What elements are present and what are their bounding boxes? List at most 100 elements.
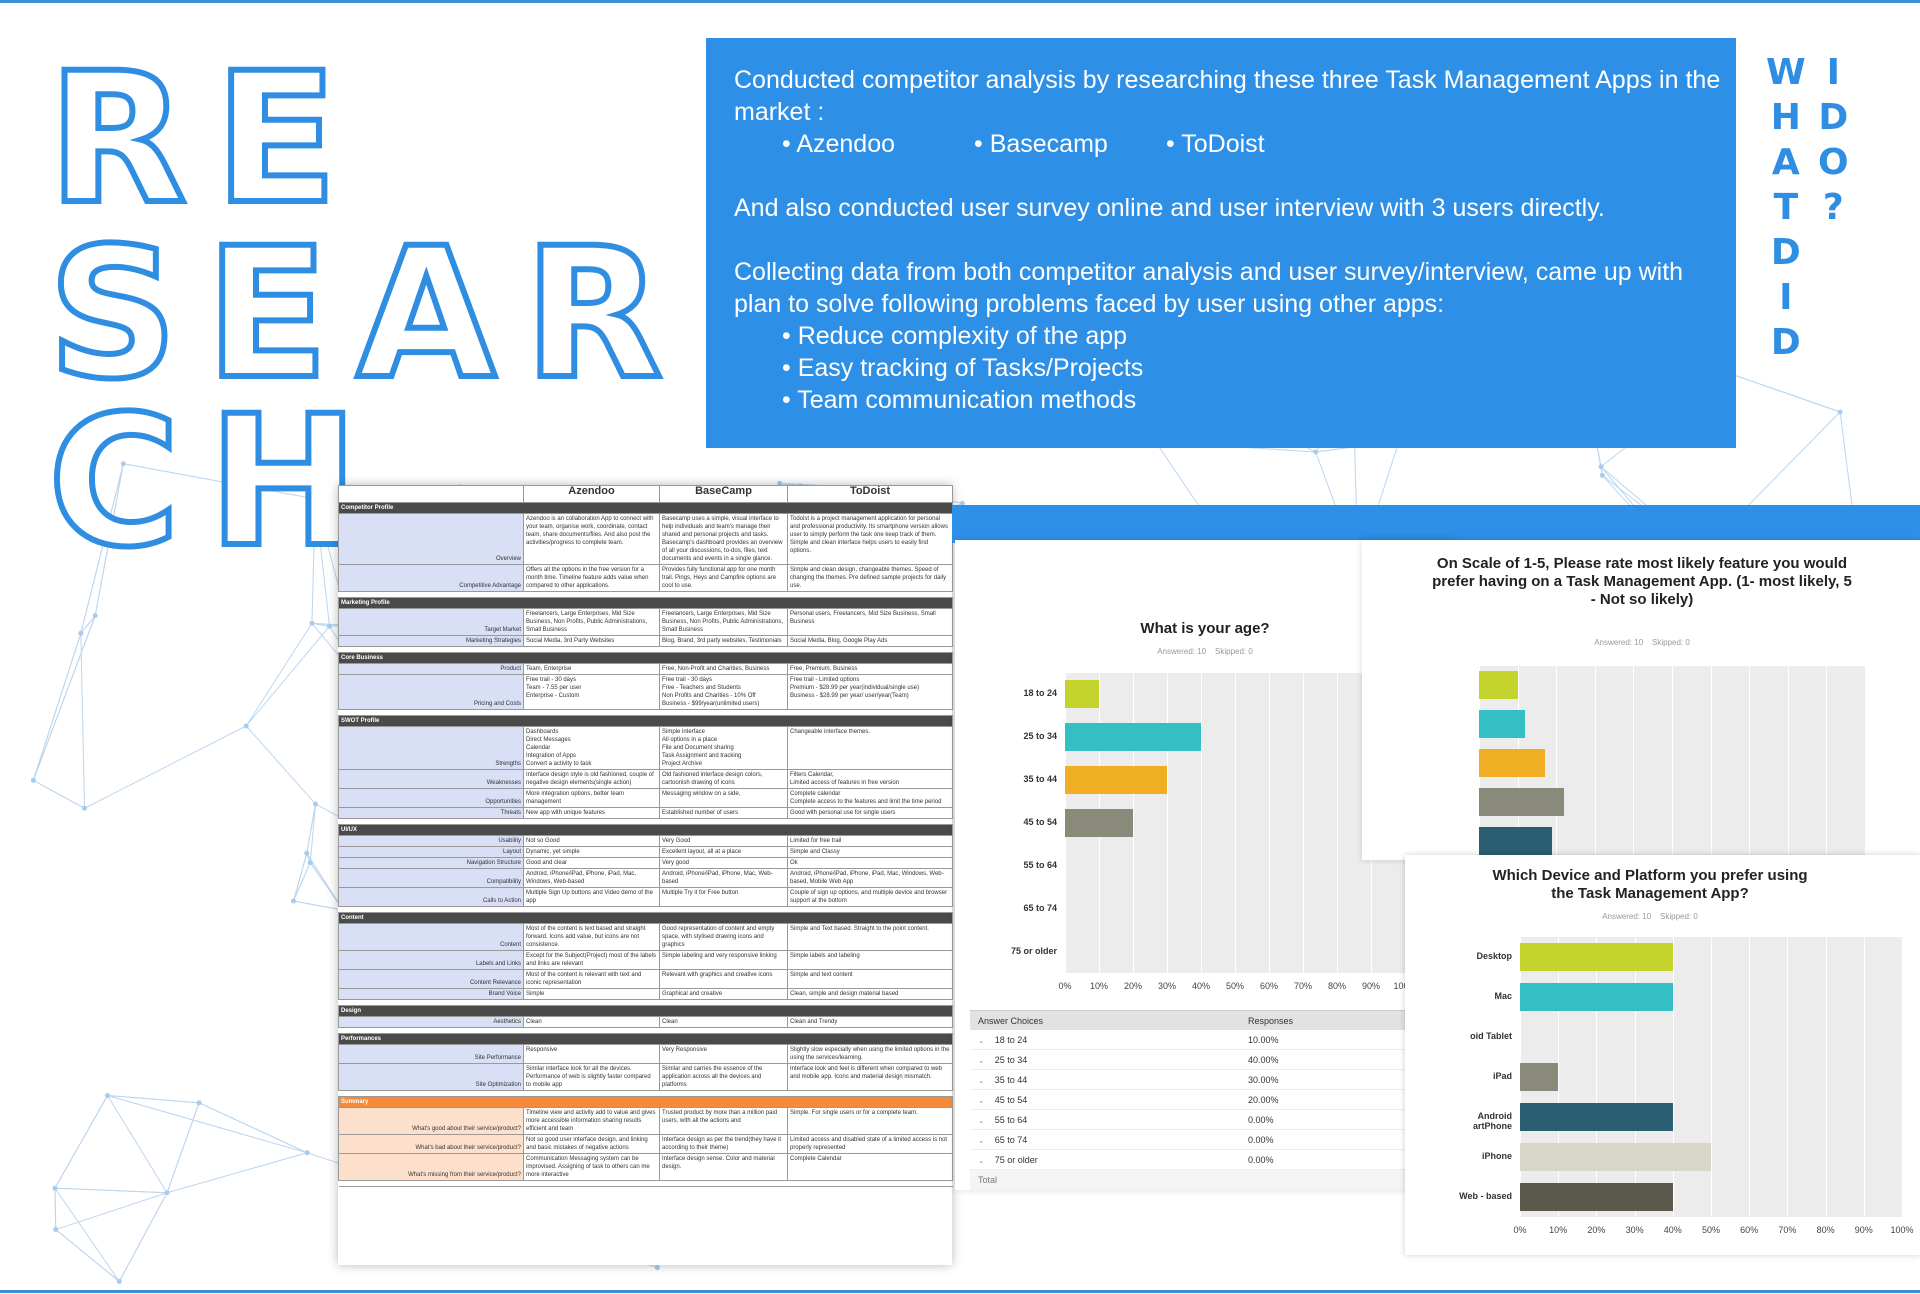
network-line xyxy=(311,498,316,624)
tick-label: 30% xyxy=(1625,1225,1644,1235)
network-line xyxy=(54,1187,120,1282)
chevron-down-icon[interactable]: ⌄ xyxy=(978,1075,985,1085)
answer-label: 18 to 24 xyxy=(994,1034,1028,1045)
table-cell: Very Good xyxy=(659,835,788,847)
row-label: Usability xyxy=(338,835,524,847)
chart-bar xyxy=(1065,680,1099,709)
network-node xyxy=(312,496,318,502)
network-node xyxy=(1313,449,1319,455)
table-cell: Clean xyxy=(523,1016,660,1028)
answer-label: 55 to 64 xyxy=(994,1114,1028,1125)
chart-bar xyxy=(1065,809,1133,837)
network-line xyxy=(32,615,96,781)
gridline xyxy=(1558,937,1560,1217)
response-percent: 0.00% xyxy=(1248,1134,1274,1145)
table-cell: Changeable interface themes. xyxy=(787,726,953,770)
app-item: • ToDoist xyxy=(1166,130,1265,158)
table-cell: Blog, Brand, 3rd party websites, Testimo… xyxy=(659,635,788,647)
tick-label: 70% xyxy=(1293,981,1313,991)
chart-bar xyxy=(1065,766,1167,795)
table-cell: Limited for free trail xyxy=(787,835,953,847)
row-label: What's missing from their service/produc… xyxy=(338,1153,524,1181)
chevron-down-icon[interactable]: ⌄ xyxy=(978,1135,985,1145)
table-cell: Simple and Text based. Straight to the p… xyxy=(787,923,953,951)
rating-chart-title: On Scale of 1-5, Please rate most likely… xyxy=(1432,555,1852,608)
category-label: Desktop xyxy=(1476,951,1512,961)
tick-label: 0% xyxy=(1513,1225,1527,1235)
chevron-down-icon[interactable]: ⌄ xyxy=(978,1035,985,1045)
network-line xyxy=(123,463,316,500)
row-label: Content Relevance xyxy=(338,969,524,989)
table-cell: Interface design style is old fashioned,… xyxy=(523,769,660,789)
network-node xyxy=(307,860,313,866)
network-line xyxy=(309,803,317,863)
table-cell: Social Media, Blog, Google Play Ads xyxy=(787,635,953,647)
network-node xyxy=(30,777,36,783)
table-cell: Not so Good xyxy=(523,835,660,847)
gridline xyxy=(1235,673,1236,973)
tick-label: 50% xyxy=(1701,1225,1721,1235)
chevron-down-icon[interactable]: ⌄ xyxy=(978,1115,985,1125)
gridline xyxy=(1865,666,1866,860)
tick-label: 90% xyxy=(1854,1225,1873,1235)
table-cell: Free trail - 30 days Free - Teachers and… xyxy=(659,674,788,710)
answered-count: Answered: 10 xyxy=(1602,912,1652,921)
row-label: Opportunities xyxy=(338,788,524,808)
table-cell: Dashboards Direct Messages Calendar Inte… xyxy=(523,726,660,770)
table-cell: Simple labels and labeling xyxy=(787,950,953,970)
chart-bar xyxy=(1520,1143,1711,1171)
table-cell: Offers all the options in the free versi… xyxy=(523,564,660,592)
network-line xyxy=(306,803,317,854)
section-title: Core Business xyxy=(338,652,953,664)
network-line xyxy=(1721,370,1841,413)
responses-header: Responses xyxy=(1248,1015,1294,1026)
row-label: Calls to Action xyxy=(338,887,524,907)
table-row: Target Market Freelancers, Large Enterpri… xyxy=(338,608,953,636)
tick-label: 80% xyxy=(1816,1225,1835,1235)
app-list: • Azendoo • Basecamp • ToDoist xyxy=(734,128,1734,160)
skipped-count: Skipped: 0 xyxy=(1215,647,1253,656)
side-label-letter: T xyxy=(1773,187,1799,228)
section-title: Content xyxy=(338,912,953,924)
chevron-down-icon[interactable]: ⌄ xyxy=(978,1155,985,1165)
gridline xyxy=(1133,673,1134,973)
table-row: Labels and Links Except for the Subject(P… xyxy=(338,950,953,970)
answer-choices-header: Answer Choices xyxy=(978,1015,1044,1026)
table-cell: Communication Messaging system can be im… xyxy=(523,1153,660,1181)
table-cell: Relevant with graphics and creative icon… xyxy=(659,969,788,989)
gridline xyxy=(1749,937,1751,1217)
answer-choice: ⌄ 25 to 34 xyxy=(970,1055,1240,1065)
table-row[interactable]: ⌄55 to 640.00%0 xyxy=(970,1110,1446,1130)
network-node xyxy=(959,500,965,506)
heading-line-1: RE xyxy=(45,35,366,244)
gridline xyxy=(1711,937,1712,1217)
table-row[interactable]: ⌄65 to 740.00%0 xyxy=(970,1130,1446,1150)
chevron-down-icon[interactable]: ⌄ xyxy=(978,1095,985,1105)
chevron-down-icon[interactable]: ⌄ xyxy=(978,1055,985,1065)
table-row: Pricing and Costs Free trail - 30 days Te… xyxy=(338,674,953,710)
table-cell: Personal users, Freelancers, Mid Size Bu… xyxy=(787,608,953,636)
table-cell: Free trail - 30 days Team - 7.55 per use… xyxy=(523,674,660,710)
table-row: Brand Voice Simple Graphical and creative C… xyxy=(338,988,953,1000)
network-line xyxy=(94,463,124,616)
gridline xyxy=(1303,673,1304,973)
table-cell: Azendoo is an collaboration App to conne… xyxy=(523,513,660,565)
network-line xyxy=(166,1102,200,1193)
tick-label: 30% xyxy=(1157,981,1177,991)
heading-line-2: SEAR xyxy=(45,210,691,419)
network-line xyxy=(245,625,330,727)
network-node xyxy=(120,461,126,467)
age-response-table: Answer Choices Responses ⌄ 18 to 24 10.00%… xyxy=(970,1010,1446,1190)
table-row: Calls to Action Multiple Sign Up buttons … xyxy=(338,887,953,907)
network-line xyxy=(293,862,311,902)
chart-bar xyxy=(1479,749,1545,777)
row-label: Competitive Advantage xyxy=(338,564,524,592)
answer-label: 75 or older xyxy=(994,1154,1038,1165)
section-header-row: SWOT Profile xyxy=(338,715,953,727)
